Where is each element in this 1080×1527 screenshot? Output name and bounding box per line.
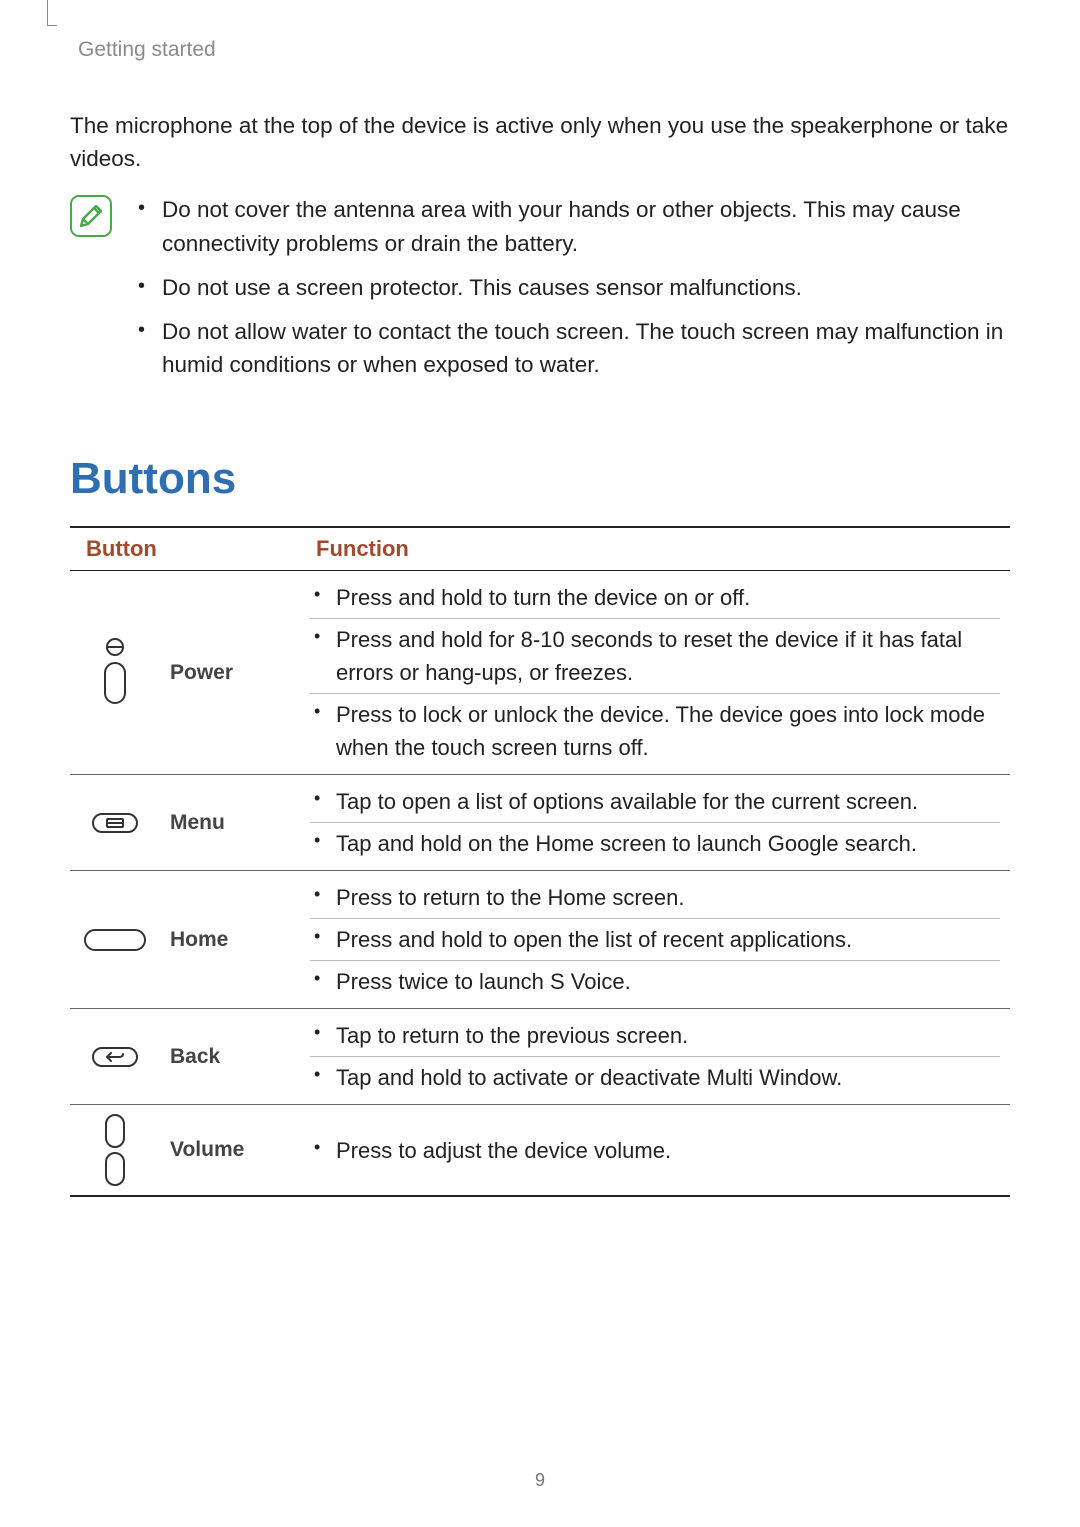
function-item: Press and hold to turn the device on or … [310, 577, 1000, 618]
button-icon-cell [70, 1105, 160, 1197]
table-header-button: Button [70, 527, 300, 571]
table-row: Menu Tap to open a list of options avail… [70, 775, 1010, 871]
button-name: Menu [160, 775, 300, 871]
function-item: Press twice to launch S Voice. [310, 960, 1000, 1002]
button-icon-cell [70, 1009, 160, 1105]
button-icon-cell [70, 871, 160, 1009]
function-item: Press to lock or unlock the device. The … [310, 693, 1000, 768]
button-name: Power [160, 571, 300, 775]
button-icon-cell [70, 571, 160, 775]
function-item: Press to return to the Home screen. [310, 877, 1000, 918]
volume-button-icon [97, 1111, 133, 1189]
running-header: Getting started [78, 38, 216, 62]
menu-button-icon [89, 808, 141, 838]
function-item: Press to adjust the device volume. [310, 1130, 1000, 1171]
function-item: Press and hold to open the list of recen… [310, 918, 1000, 960]
function-item: Tap to open a list of options available … [310, 781, 1000, 822]
back-button-icon [89, 1042, 141, 1072]
button-functions: Tap to open a list of options available … [300, 775, 1010, 871]
section-title: Buttons [70, 454, 1010, 504]
button-name: Home [160, 871, 300, 1009]
note-pencil-icon [70, 195, 112, 237]
page-number: 9 [0, 1470, 1080, 1491]
buttons-table: Button Function Power [70, 526, 1010, 1197]
note-list: Do not cover the antenna area with your … [136, 193, 1010, 392]
button-name: Back [160, 1009, 300, 1105]
note-item: Do not cover the antenna area with your … [136, 193, 1010, 261]
button-functions: Press and hold to turn the device on or … [300, 571, 1010, 775]
intro-paragraph: The microphone at the top of the device … [70, 110, 1010, 175]
function-item: Tap to return to the previous screen. [310, 1015, 1000, 1056]
power-button-icon [97, 637, 133, 709]
button-name: Volume [160, 1105, 300, 1197]
note-icon-wrap [70, 193, 114, 392]
function-item: Press and hold for 8-10 seconds to reset… [310, 618, 1000, 693]
table-row: Home Press to return to the Home screen.… [70, 871, 1010, 1009]
table-row: Power Press and hold to turn the device … [70, 571, 1010, 775]
note-item: Do not allow water to contact the touch … [136, 315, 1010, 383]
note-item: Do not use a screen protector. This caus… [136, 271, 1010, 305]
home-button-icon [82, 926, 148, 954]
button-functions: Tap to return to the previous screen. Ta… [300, 1009, 1010, 1105]
page-content: The microphone at the top of the device … [70, 110, 1010, 1197]
note-block: Do not cover the antenna area with your … [70, 193, 1010, 392]
table-row: Back Tap to return to the previous scree… [70, 1009, 1010, 1105]
page-corner-mark [47, 0, 57, 26]
button-icon-cell [70, 775, 160, 871]
button-functions: Press to return to the Home screen. Pres… [300, 871, 1010, 1009]
function-item: Tap and hold on the Home screen to launc… [310, 822, 1000, 864]
button-functions: Press to adjust the device volume. [300, 1105, 1010, 1197]
table-header-function: Function [300, 527, 1010, 571]
function-item: Tap and hold to activate or deactivate M… [310, 1056, 1000, 1098]
table-row: Volume Press to adjust the device volume… [70, 1105, 1010, 1197]
